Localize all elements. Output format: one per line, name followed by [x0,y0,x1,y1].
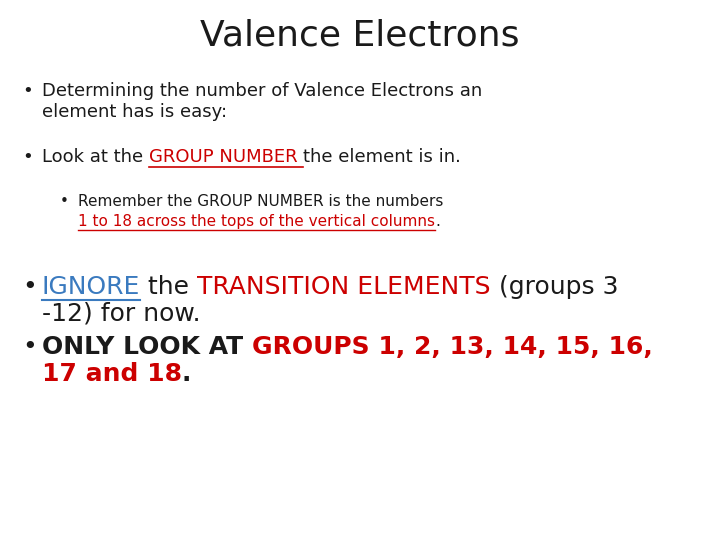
Text: •: • [22,82,32,100]
Text: .: . [182,362,192,386]
Text: Valence Electrons: Valence Electrons [200,18,520,52]
Text: •: • [22,148,32,166]
Text: Look at the: Look at the [42,148,149,166]
Text: 17 and 18: 17 and 18 [42,362,182,386]
Text: Determining the number of Valence Electrons an
element has is easy:: Determining the number of Valence Electr… [42,82,482,121]
Text: •: • [22,335,37,359]
Text: TRANSITION ELEMENTS: TRANSITION ELEMENTS [197,275,491,299]
Text: the element is in.: the element is in. [303,148,461,166]
Text: ONLY LOOK AT: ONLY LOOK AT [42,335,252,359]
Text: Remember the GROUP NUMBER is the numbers: Remember the GROUP NUMBER is the numbers [78,194,444,209]
Text: .: . [435,214,440,229]
Text: the: the [140,275,197,299]
Text: •: • [22,275,37,299]
Text: GROUP NUMBER: GROUP NUMBER [149,148,303,166]
Text: GROUPS 1, 2, 13, 14, 15, 16,: GROUPS 1, 2, 13, 14, 15, 16, [252,335,652,359]
Text: -12) for now.: -12) for now. [42,302,201,326]
Text: (groups 3: (groups 3 [491,275,618,299]
Text: IGNORE: IGNORE [42,275,140,299]
Text: 1 to 18 across the tops of the vertical columns: 1 to 18 across the tops of the vertical … [78,214,435,229]
Text: •: • [60,194,69,209]
